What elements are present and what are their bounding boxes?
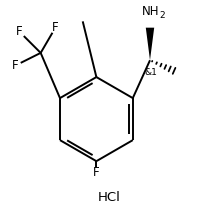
Text: HCl: HCl: [98, 191, 120, 204]
Text: F: F: [16, 25, 23, 38]
Text: 2: 2: [159, 11, 165, 20]
Text: NH: NH: [142, 5, 160, 18]
Text: &1: &1: [145, 68, 157, 77]
Text: F: F: [93, 166, 100, 179]
Text: F: F: [12, 59, 19, 72]
Text: F: F: [52, 21, 59, 34]
Polygon shape: [146, 28, 154, 60]
